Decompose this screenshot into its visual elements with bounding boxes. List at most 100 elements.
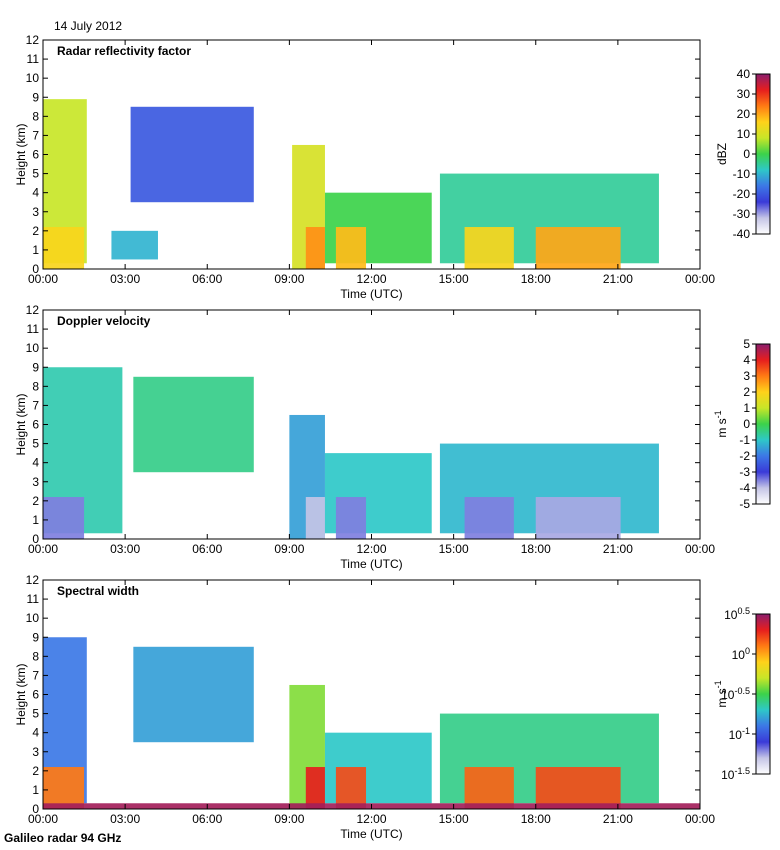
feature-10: [535, 767, 621, 809]
x-tick-label: 06:00: [192, 542, 222, 556]
y-tick-label: 9: [32, 90, 39, 104]
colorbar-label: m s-1: [713, 410, 729, 437]
y-tick-label: 3: [32, 475, 39, 489]
y-tick-label: 9: [32, 630, 39, 644]
x-axis-label: Time (UTC): [340, 287, 402, 301]
x-tick-label: 21:00: [603, 542, 633, 556]
y-tick-label: 8: [32, 649, 39, 663]
feature-5: [305, 497, 325, 539]
x-tick-label: 09:00: [274, 272, 304, 286]
x-tick-label: 15:00: [439, 542, 469, 556]
feature-4: [111, 230, 158, 260]
feature-2: [43, 497, 85, 539]
feature-7: [335, 767, 367, 809]
colorbar: [755, 613, 771, 775]
colorbar-tick-label: 0: [743, 147, 750, 161]
x-tick-label: 18:00: [521, 542, 551, 556]
feature-9: [464, 767, 514, 809]
colorbar-tick-label: 4: [743, 353, 750, 367]
x-tick-label: 15:00: [439, 272, 469, 286]
instrument-credit: Galileo radar 94 GHz: [4, 831, 122, 845]
colorbar-tick-label: 10-1: [729, 726, 750, 742]
y-tick-label: 1: [32, 243, 39, 257]
y-tick-label: 1: [32, 513, 39, 527]
panel-title: Doppler velocity: [57, 314, 151, 328]
x-tick-label: 21:00: [603, 812, 633, 826]
feature-8: [335, 227, 367, 269]
colorbar-tick-label: -4: [739, 481, 750, 495]
colorbar-tick-label: -3: [739, 465, 750, 479]
colorbar-tick-label: 30: [737, 87, 751, 101]
y-axis-label: Height (km): [14, 663, 28, 725]
colorbar-tick-label: -2: [739, 449, 750, 463]
colorbar-tick-label: 20: [737, 107, 751, 121]
y-tick-label: 2: [32, 224, 39, 238]
colorbar-label: m s-1: [713, 680, 729, 707]
feature-2: [43, 767, 85, 809]
y-tick-label: 5: [32, 167, 39, 181]
feature-10: [535, 497, 621, 539]
y-tick-label: 11: [27, 592, 40, 606]
colorbar-tick-label: 2: [743, 385, 750, 399]
data-features: [43, 99, 659, 269]
colorbar-tick-label: -40: [733, 227, 751, 241]
date-label: 14 July 2012: [54, 19, 123, 33]
feature-3: [133, 646, 254, 743]
x-axis-label: Time (UTC): [340, 557, 402, 571]
x-tick-label: 12:00: [356, 542, 386, 556]
colorbar: [755, 343, 771, 505]
y-tick-label: 4: [32, 186, 39, 200]
colorbar-tick-label: 5: [743, 337, 750, 351]
colorbar-tick-label: 100: [732, 646, 750, 662]
x-tick-label: 00:00: [685, 542, 715, 556]
colorbar-tick-label: -5: [739, 497, 750, 511]
y-tick-label: 0: [32, 532, 39, 546]
colorbar-tick-label: -1: [739, 433, 750, 447]
data-features: [43, 367, 659, 539]
colorbar-tick-label: 1: [743, 401, 750, 415]
colorbar-tick-label: 10-0.5: [721, 686, 750, 702]
feature-11: [535, 227, 621, 269]
y-tick-label: 5: [32, 707, 39, 721]
y-tick-label: 11: [27, 52, 40, 66]
feature-9: [464, 497, 514, 539]
x-tick-label: 21:00: [603, 272, 633, 286]
x-tick-label: 12:00: [356, 272, 386, 286]
y-tick-label: 11: [27, 322, 40, 336]
y-tick-label: 4: [32, 456, 39, 470]
colorbar: [755, 73, 771, 235]
x-tick-label: 15:00: [439, 812, 469, 826]
x-tick-label: 06:00: [192, 812, 222, 826]
colorbar-tick-label: 10-1.5: [721, 766, 750, 782]
x-tick-label: 00:00: [28, 272, 58, 286]
colorbar-tick-label: -20: [733, 187, 751, 201]
x-tick-label: 03:00: [110, 272, 140, 286]
colorbar-label: dBZ: [715, 143, 729, 165]
feature-7: [335, 497, 367, 539]
y-tick-label: 2: [32, 494, 39, 508]
y-tick-label: 0: [32, 262, 39, 276]
colorbar-tick-label: 10: [737, 127, 751, 141]
y-tick-label: 7: [32, 398, 39, 412]
x-axis-label: Time (UTC): [340, 827, 402, 841]
feature-2: [43, 227, 85, 269]
x-tick-label: 09:00: [274, 812, 304, 826]
y-tick-label: 10: [26, 71, 40, 85]
colorbar-tick-label: 40: [737, 67, 751, 81]
colorbar-tick-label: 3: [743, 369, 750, 383]
x-tick-label: 00:00: [685, 272, 715, 286]
panel-title: Radar reflectivity factor: [57, 44, 191, 58]
x-tick-label: 03:00: [110, 812, 140, 826]
x-tick-label: 06:00: [192, 272, 222, 286]
feature-5: [305, 767, 325, 809]
y-tick-label: 12: [26, 303, 40, 317]
y-tick-label: 5: [32, 437, 39, 451]
y-tick-label: 6: [32, 688, 39, 702]
y-tick-label: 6: [32, 418, 39, 432]
feature-6: [305, 227, 325, 269]
